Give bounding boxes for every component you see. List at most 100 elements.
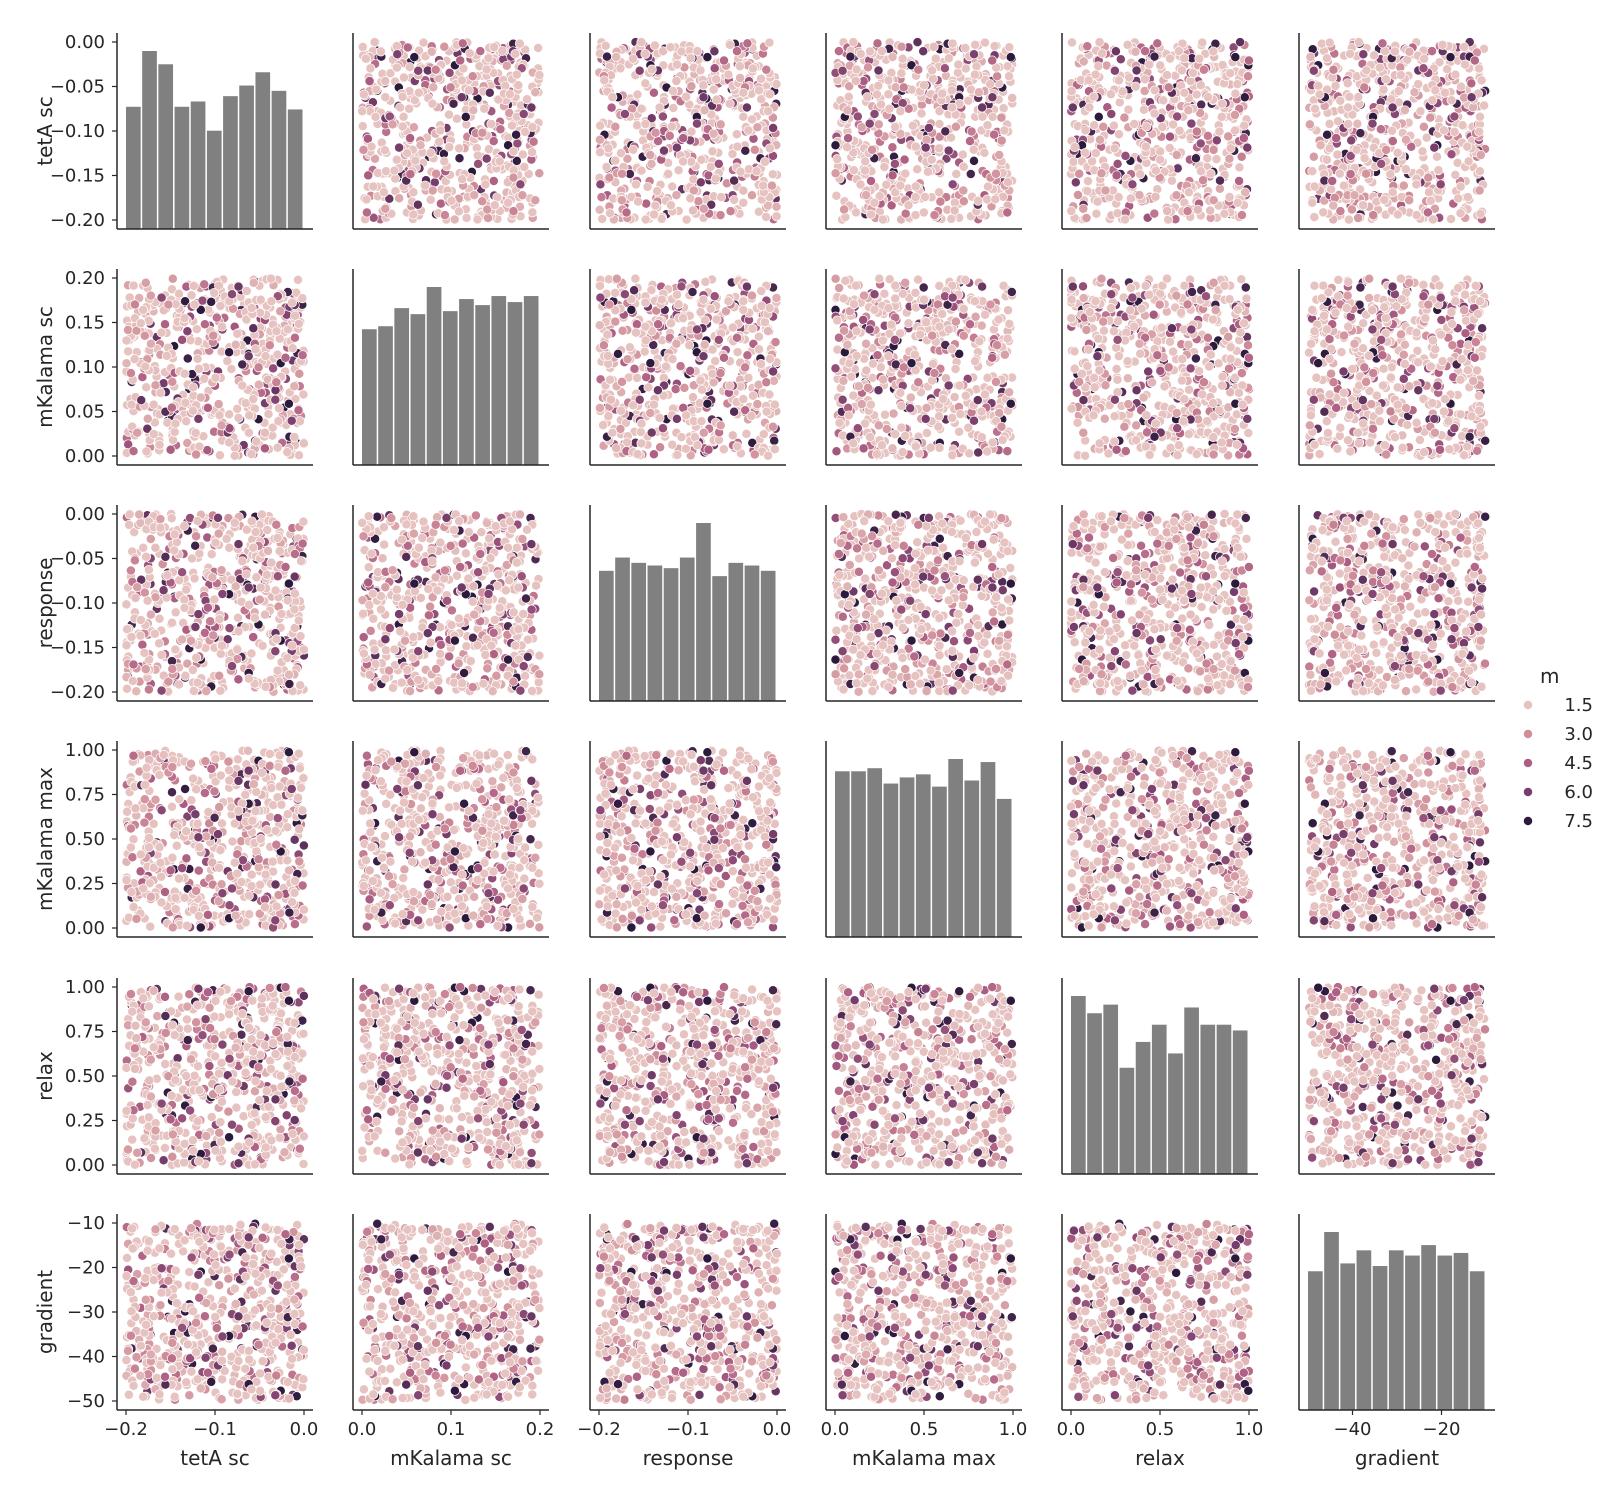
- scatter-point: [456, 75, 467, 86]
- scatter-point: [1097, 48, 1108, 59]
- scatter-point: [1149, 208, 1160, 219]
- scatter-point: [833, 332, 844, 343]
- scatter-point: [916, 108, 927, 119]
- scatter-point: [250, 344, 261, 355]
- scatter-point: [837, 65, 848, 76]
- scatter-point: [684, 340, 695, 351]
- scatter-point: [598, 340, 609, 351]
- scatter-point: [453, 206, 464, 217]
- scatter-point: [241, 286, 252, 296]
- scatter-point: [481, 153, 492, 164]
- scatter-point: [1162, 70, 1172, 81]
- panel-0-1: [352, 33, 549, 230]
- scatter-point: [1419, 53, 1430, 64]
- scatter-point: [1400, 164, 1411, 175]
- scatter-point: [226, 364, 237, 374]
- scatter-point: [429, 177, 440, 188]
- scatter-point: [656, 294, 667, 305]
- scatter-point: [1314, 89, 1325, 100]
- scatter-point: [260, 351, 271, 362]
- scatter-point: [1230, 88, 1241, 99]
- scatter-point: [958, 161, 969, 172]
- scatter-point: [617, 325, 628, 336]
- scatter-point: [965, 319, 975, 330]
- scatter-point: [749, 449, 760, 460]
- scatter-point: [1427, 46, 1437, 57]
- hist-bar: [410, 314, 426, 465]
- scatter-point: [522, 94, 532, 105]
- scatter-point: [166, 402, 177, 413]
- scatter-point: [1437, 39, 1448, 50]
- scatter-point: [1234, 162, 1245, 173]
- scatter-point: [968, 144, 979, 155]
- scatter-point: [848, 299, 859, 310]
- scatter-point: [764, 143, 775, 154]
- scatter-point: [616, 405, 626, 416]
- scatter-point: [675, 361, 686, 372]
- scatter-point: [533, 43, 544, 53]
- scatter-point: [610, 316, 621, 327]
- scatter-point: [357, 121, 368, 132]
- scatter-point: [698, 203, 709, 214]
- scatter-point: [1005, 398, 1016, 409]
- scatter-point: [1450, 169, 1461, 180]
- scatter-point: [646, 158, 657, 169]
- scatter-point: [987, 92, 998, 103]
- scatter-point: [1208, 144, 1219, 155]
- scatter-point: [646, 64, 657, 75]
- scatter-point: [1476, 75, 1487, 86]
- scatter-point: [1411, 179, 1422, 190]
- scatter-point: [983, 181, 993, 192]
- scatter-point: [1239, 92, 1250, 103]
- scatter-point: [534, 70, 545, 81]
- scatter-point: [727, 322, 738, 333]
- scatter-point: [1392, 147, 1403, 158]
- scatter-point: [361, 207, 372, 218]
- scatter-point: [897, 447, 908, 458]
- scatter-point: [640, 119, 651, 129]
- scatter-point: [1425, 112, 1436, 123]
- scatter-point: [161, 350, 172, 361]
- scatter-point: [189, 299, 200, 310]
- scatter-point: [518, 109, 529, 119]
- scatter-point: [1139, 104, 1149, 115]
- scatter-point: [1308, 151, 1319, 162]
- scatter-point: [830, 140, 841, 151]
- scatter-point: [1216, 111, 1227, 122]
- scatter-point: [380, 203, 391, 214]
- scatter-point: [889, 334, 900, 345]
- scatter-point: [856, 399, 867, 410]
- scatter-point: [896, 41, 907, 52]
- scatter-point: [1417, 146, 1428, 157]
- scatter-point: [1211, 154, 1222, 165]
- scatter-point: [626, 304, 637, 315]
- panel-1-3: [825, 269, 1022, 466]
- scatter-point: [607, 427, 618, 438]
- scatter-point: [1455, 181, 1466, 192]
- scatter-point: [1224, 192, 1235, 202]
- scatter-point: [903, 200, 914, 211]
- scatter-point: [687, 287, 698, 297]
- scatter-point: [1005, 52, 1016, 63]
- scatter-point: [654, 102, 665, 113]
- scatter-point: [375, 46, 386, 57]
- scatter-point: [163, 299, 174, 310]
- scatter-point: [934, 321, 945, 332]
- scatter-point: [530, 195, 541, 206]
- scatter-point: [896, 400, 907, 411]
- scatter-point: [527, 147, 538, 158]
- scatter-point: [534, 168, 545, 179]
- scatter-point: [1343, 102, 1354, 113]
- scatter-point: [1342, 78, 1353, 89]
- scatter-point: [601, 162, 612, 172]
- scatter-point: [599, 75, 610, 86]
- scatter-point: [928, 41, 939, 52]
- scatter-point: [950, 121, 961, 132]
- scatter-point: [363, 170, 374, 181]
- scatter-point: [976, 432, 987, 443]
- scatter-point: [1197, 37, 1208, 48]
- scatter-point: [1093, 111, 1104, 122]
- scatter-point: [282, 447, 293, 458]
- scatter-point: [723, 69, 734, 80]
- hist-bar: [126, 106, 141, 229]
